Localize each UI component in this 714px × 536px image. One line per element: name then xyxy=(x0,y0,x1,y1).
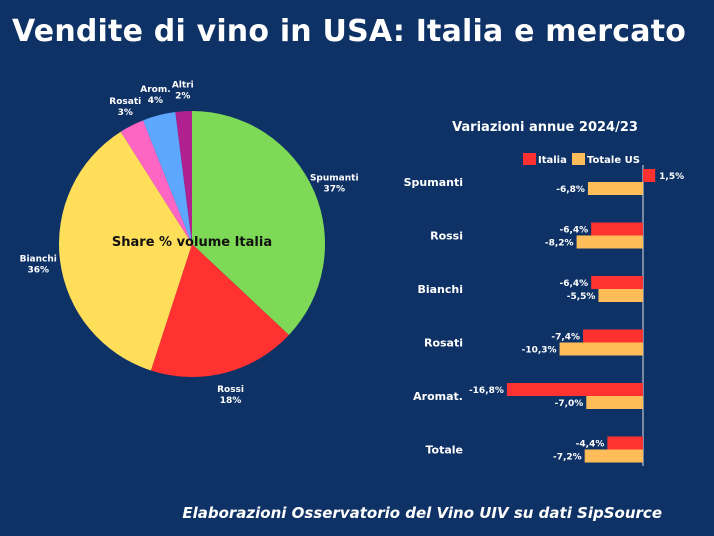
data-label: -8,2% xyxy=(545,239,574,249)
pie-slice-arom xyxy=(143,112,192,245)
bar-totale-us xyxy=(559,342,643,356)
pie-label-name: Altri xyxy=(172,80,194,90)
category-label: Bianchi xyxy=(417,283,463,296)
source-footer: Elaborazioni Osservatorio del Vino UIV s… xyxy=(182,504,662,522)
pie-label-name: Arom. xyxy=(140,85,170,95)
data-label: -5,5% xyxy=(567,292,596,302)
legend-swatch xyxy=(523,153,536,165)
bar-totale-us xyxy=(584,449,643,463)
bar-italia xyxy=(591,276,643,289)
pie-slice-altri xyxy=(175,111,192,244)
pie-label-value: 4% xyxy=(148,96,163,106)
pie-title: Share % volume Italia xyxy=(112,235,272,250)
bar-totale-us xyxy=(576,235,643,249)
pie-label-name: Rosati xyxy=(109,97,141,107)
data-label: 1,5% xyxy=(659,172,684,182)
data-label: -4,4% xyxy=(576,440,605,450)
data-label: -7,4% xyxy=(551,333,580,343)
category-label: Spumanti xyxy=(404,176,463,189)
data-label: -7,2% xyxy=(553,453,582,463)
pie-label-name: Spumanti xyxy=(310,173,359,183)
data-label: -6,8% xyxy=(556,185,585,195)
bar-italia xyxy=(607,436,643,450)
pie-label-value: 37% xyxy=(323,184,345,194)
bar-totale-us xyxy=(598,289,643,302)
bar-italia xyxy=(583,329,643,343)
pie-slice-spumanti xyxy=(192,111,325,336)
legend-label: Italia xyxy=(538,155,567,166)
category-label: Rossi xyxy=(430,230,463,243)
bar-totale-us xyxy=(587,182,643,195)
pie-label-name: Rossi xyxy=(217,385,244,395)
category-label: Aromat. xyxy=(413,390,463,403)
bar-chart-title: Variazioni annue 2024/23 xyxy=(452,120,638,135)
pie-slice-rossi xyxy=(150,244,289,377)
legend-label: Totale US xyxy=(587,155,640,166)
data-label: -7,0% xyxy=(555,399,584,409)
page-title: Vendite di vino in USA: Italia e mercato xyxy=(12,14,687,49)
bar-totale-us xyxy=(586,396,643,409)
pie-slice-rosati xyxy=(120,120,192,244)
bar-italia xyxy=(506,383,643,396)
data-label: -16,8% xyxy=(469,386,504,396)
legend-swatch xyxy=(572,153,585,165)
data-label: -6,4% xyxy=(559,279,588,289)
pie-label-name: Bianchi xyxy=(20,254,57,264)
pie-label-value: 18% xyxy=(220,396,242,406)
category-label: Totale xyxy=(425,444,463,457)
bar-italia xyxy=(591,222,643,236)
category-label: Rosati xyxy=(424,337,463,350)
pie-slice-bianchi xyxy=(59,131,192,371)
data-label: -10,3% xyxy=(522,346,557,356)
data-label: -6,4% xyxy=(559,226,588,236)
pie-label-value: 3% xyxy=(118,108,133,118)
pie-label-value: 2% xyxy=(175,91,190,101)
bar-italia xyxy=(643,169,656,182)
pie-label-value: 36% xyxy=(27,265,49,275)
